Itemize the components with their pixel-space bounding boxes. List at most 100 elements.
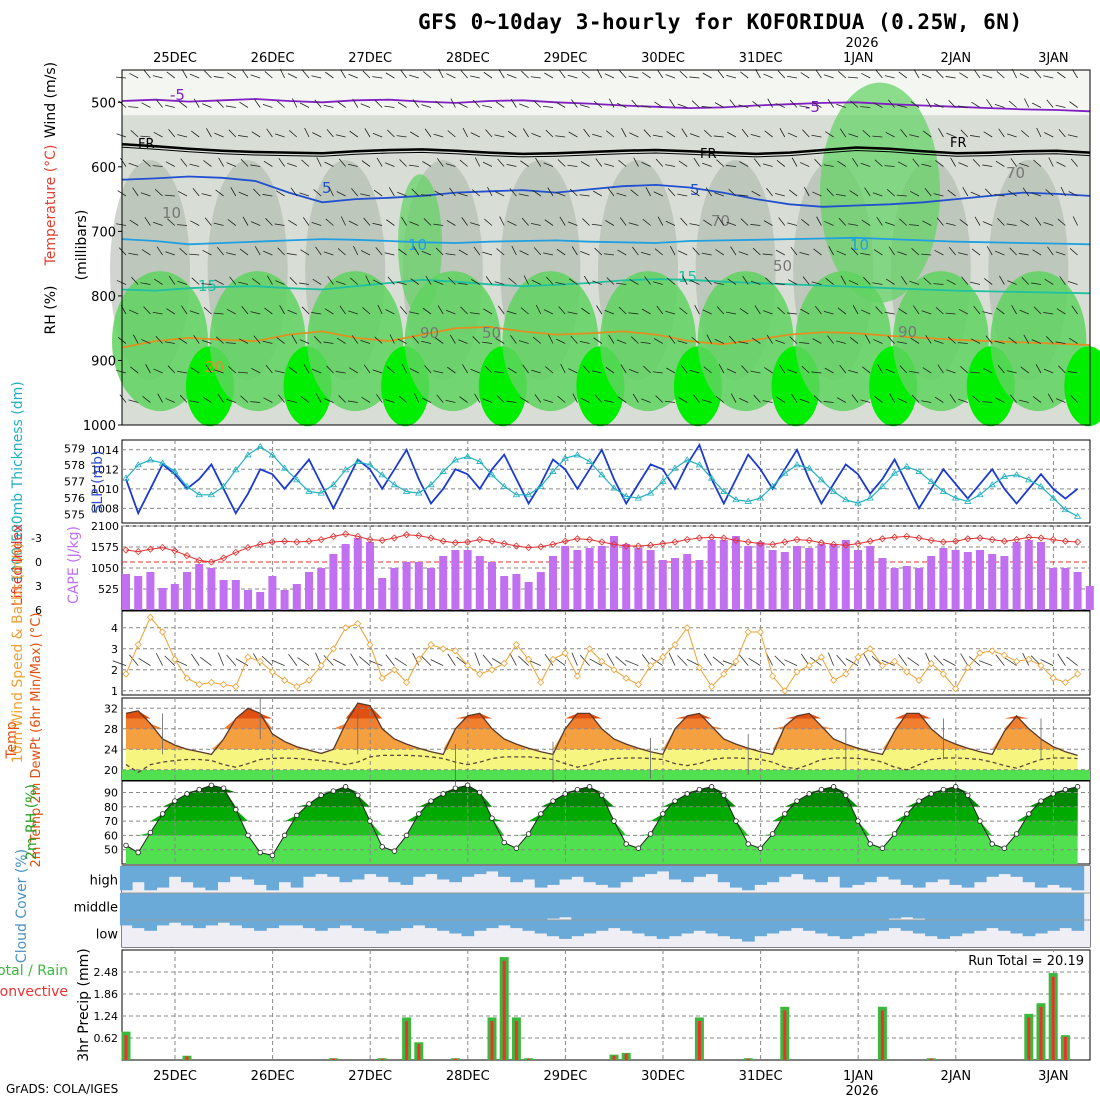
wind-barb <box>701 106 712 108</box>
cloud-bar <box>278 920 292 926</box>
wind-barb <box>421 104 432 108</box>
cloud-bar <box>119 866 133 891</box>
lifted-index-point <box>281 537 289 545</box>
surface-wind-barb <box>430 659 444 666</box>
lifted-index-point <box>366 536 374 544</box>
wind-barb <box>323 251 334 256</box>
wind-barb <box>825 278 834 285</box>
cape-bar <box>915 568 923 610</box>
cloud-bar <box>168 920 182 923</box>
temp-tick-label: 20 <box>104 764 118 777</box>
cloud-bar <box>473 893 487 920</box>
wind-barb <box>860 162 871 167</box>
wind-barb <box>591 370 602 374</box>
rh-point <box>830 784 837 790</box>
lifted-index-point <box>915 534 923 542</box>
cloud-bar <box>1034 893 1048 920</box>
wind-barb <box>958 308 968 315</box>
surface-wind-barb <box>217 652 224 666</box>
cloud-bar <box>839 866 853 888</box>
wind-barb <box>789 99 798 108</box>
wind-barb <box>800 72 810 79</box>
lifted-index-point <box>817 539 825 547</box>
wind-barb <box>167 218 176 226</box>
wind-barb <box>998 128 1005 138</box>
wind-barb <box>254 99 261 108</box>
wind-barb <box>689 223 700 226</box>
wind-barb <box>384 105 395 108</box>
surface-wind-barb <box>518 655 529 666</box>
rh-point <box>342 784 349 790</box>
wind-barb <box>228 129 237 138</box>
wind-barb <box>911 248 920 256</box>
cloud-bar <box>973 893 987 920</box>
wind-barb <box>787 75 798 79</box>
wind-barb <box>238 191 249 197</box>
wind-barb <box>316 157 322 167</box>
wind-barb <box>423 71 432 79</box>
cloud-bar <box>461 920 475 937</box>
wind-barb <box>190 130 200 138</box>
cloud-bar <box>522 893 536 920</box>
wind-barb <box>299 282 310 285</box>
wind-barb <box>971 248 981 256</box>
cloud-bar <box>534 893 548 920</box>
wind-barb <box>251 367 261 374</box>
wind-barb <box>226 252 236 256</box>
wind-barb <box>445 399 456 403</box>
wind-barb <box>226 162 236 167</box>
thickness-point <box>646 489 655 496</box>
rh-point <box>647 831 654 837</box>
temperature-side-label: Temperature (°C) <box>43 145 59 267</box>
cloud-bar <box>998 920 1011 931</box>
wind-barb <box>251 278 261 285</box>
contour-label: 15 <box>198 277 217 295</box>
wind-barb <box>116 370 127 374</box>
wind-barb <box>726 368 737 374</box>
wind-barb <box>653 338 663 344</box>
wind-barb <box>864 187 871 197</box>
wind-barb <box>739 161 749 167</box>
rh-point <box>794 798 800 804</box>
thickness-point <box>707 474 716 481</box>
wind-barb <box>216 246 224 256</box>
cloud-bar <box>144 920 157 931</box>
wind-barb <box>680 217 688 226</box>
bottom-date-label: 30DEC <box>641 1069 685 1084</box>
contour-label: 90 <box>898 323 917 341</box>
wind-barb <box>1034 217 1042 226</box>
rh-green-blob <box>795 271 892 412</box>
cloud-bar <box>180 866 194 883</box>
cloud-bar <box>656 920 670 939</box>
cloud-bar <box>851 866 865 885</box>
wind-barb <box>1067 281 1078 285</box>
rh-point <box>879 845 886 851</box>
wind-barb <box>740 218 749 226</box>
wind-barb <box>1043 368 1054 374</box>
rh-point <box>623 841 629 847</box>
wind-barb <box>433 223 444 226</box>
cloud-bar <box>815 866 828 883</box>
wind-speed-point <box>1037 662 1045 670</box>
rh-point <box>989 841 995 847</box>
wind-barb <box>640 341 651 344</box>
wind-barb <box>950 157 956 167</box>
wind-barb <box>555 135 566 138</box>
slp-tick-label: 1008 <box>91 502 119 515</box>
lifted-index-point <box>159 544 167 552</box>
wind-barb <box>994 194 1005 197</box>
surface-wind-barb <box>333 658 346 666</box>
wind-barb <box>1009 394 1017 403</box>
wind-speed-point <box>866 645 874 653</box>
surface-wind-barb <box>191 653 200 666</box>
wind-speed-point <box>708 683 716 691</box>
cloud-bar <box>705 893 719 920</box>
lifted-index-point <box>244 544 252 552</box>
wind-barb <box>445 309 456 315</box>
thickness-point <box>1073 512 1082 519</box>
wind-barb <box>837 307 847 315</box>
lifted-index-point <box>805 536 813 544</box>
wind-barb <box>1059 276 1066 285</box>
wind-barb <box>704 129 712 138</box>
